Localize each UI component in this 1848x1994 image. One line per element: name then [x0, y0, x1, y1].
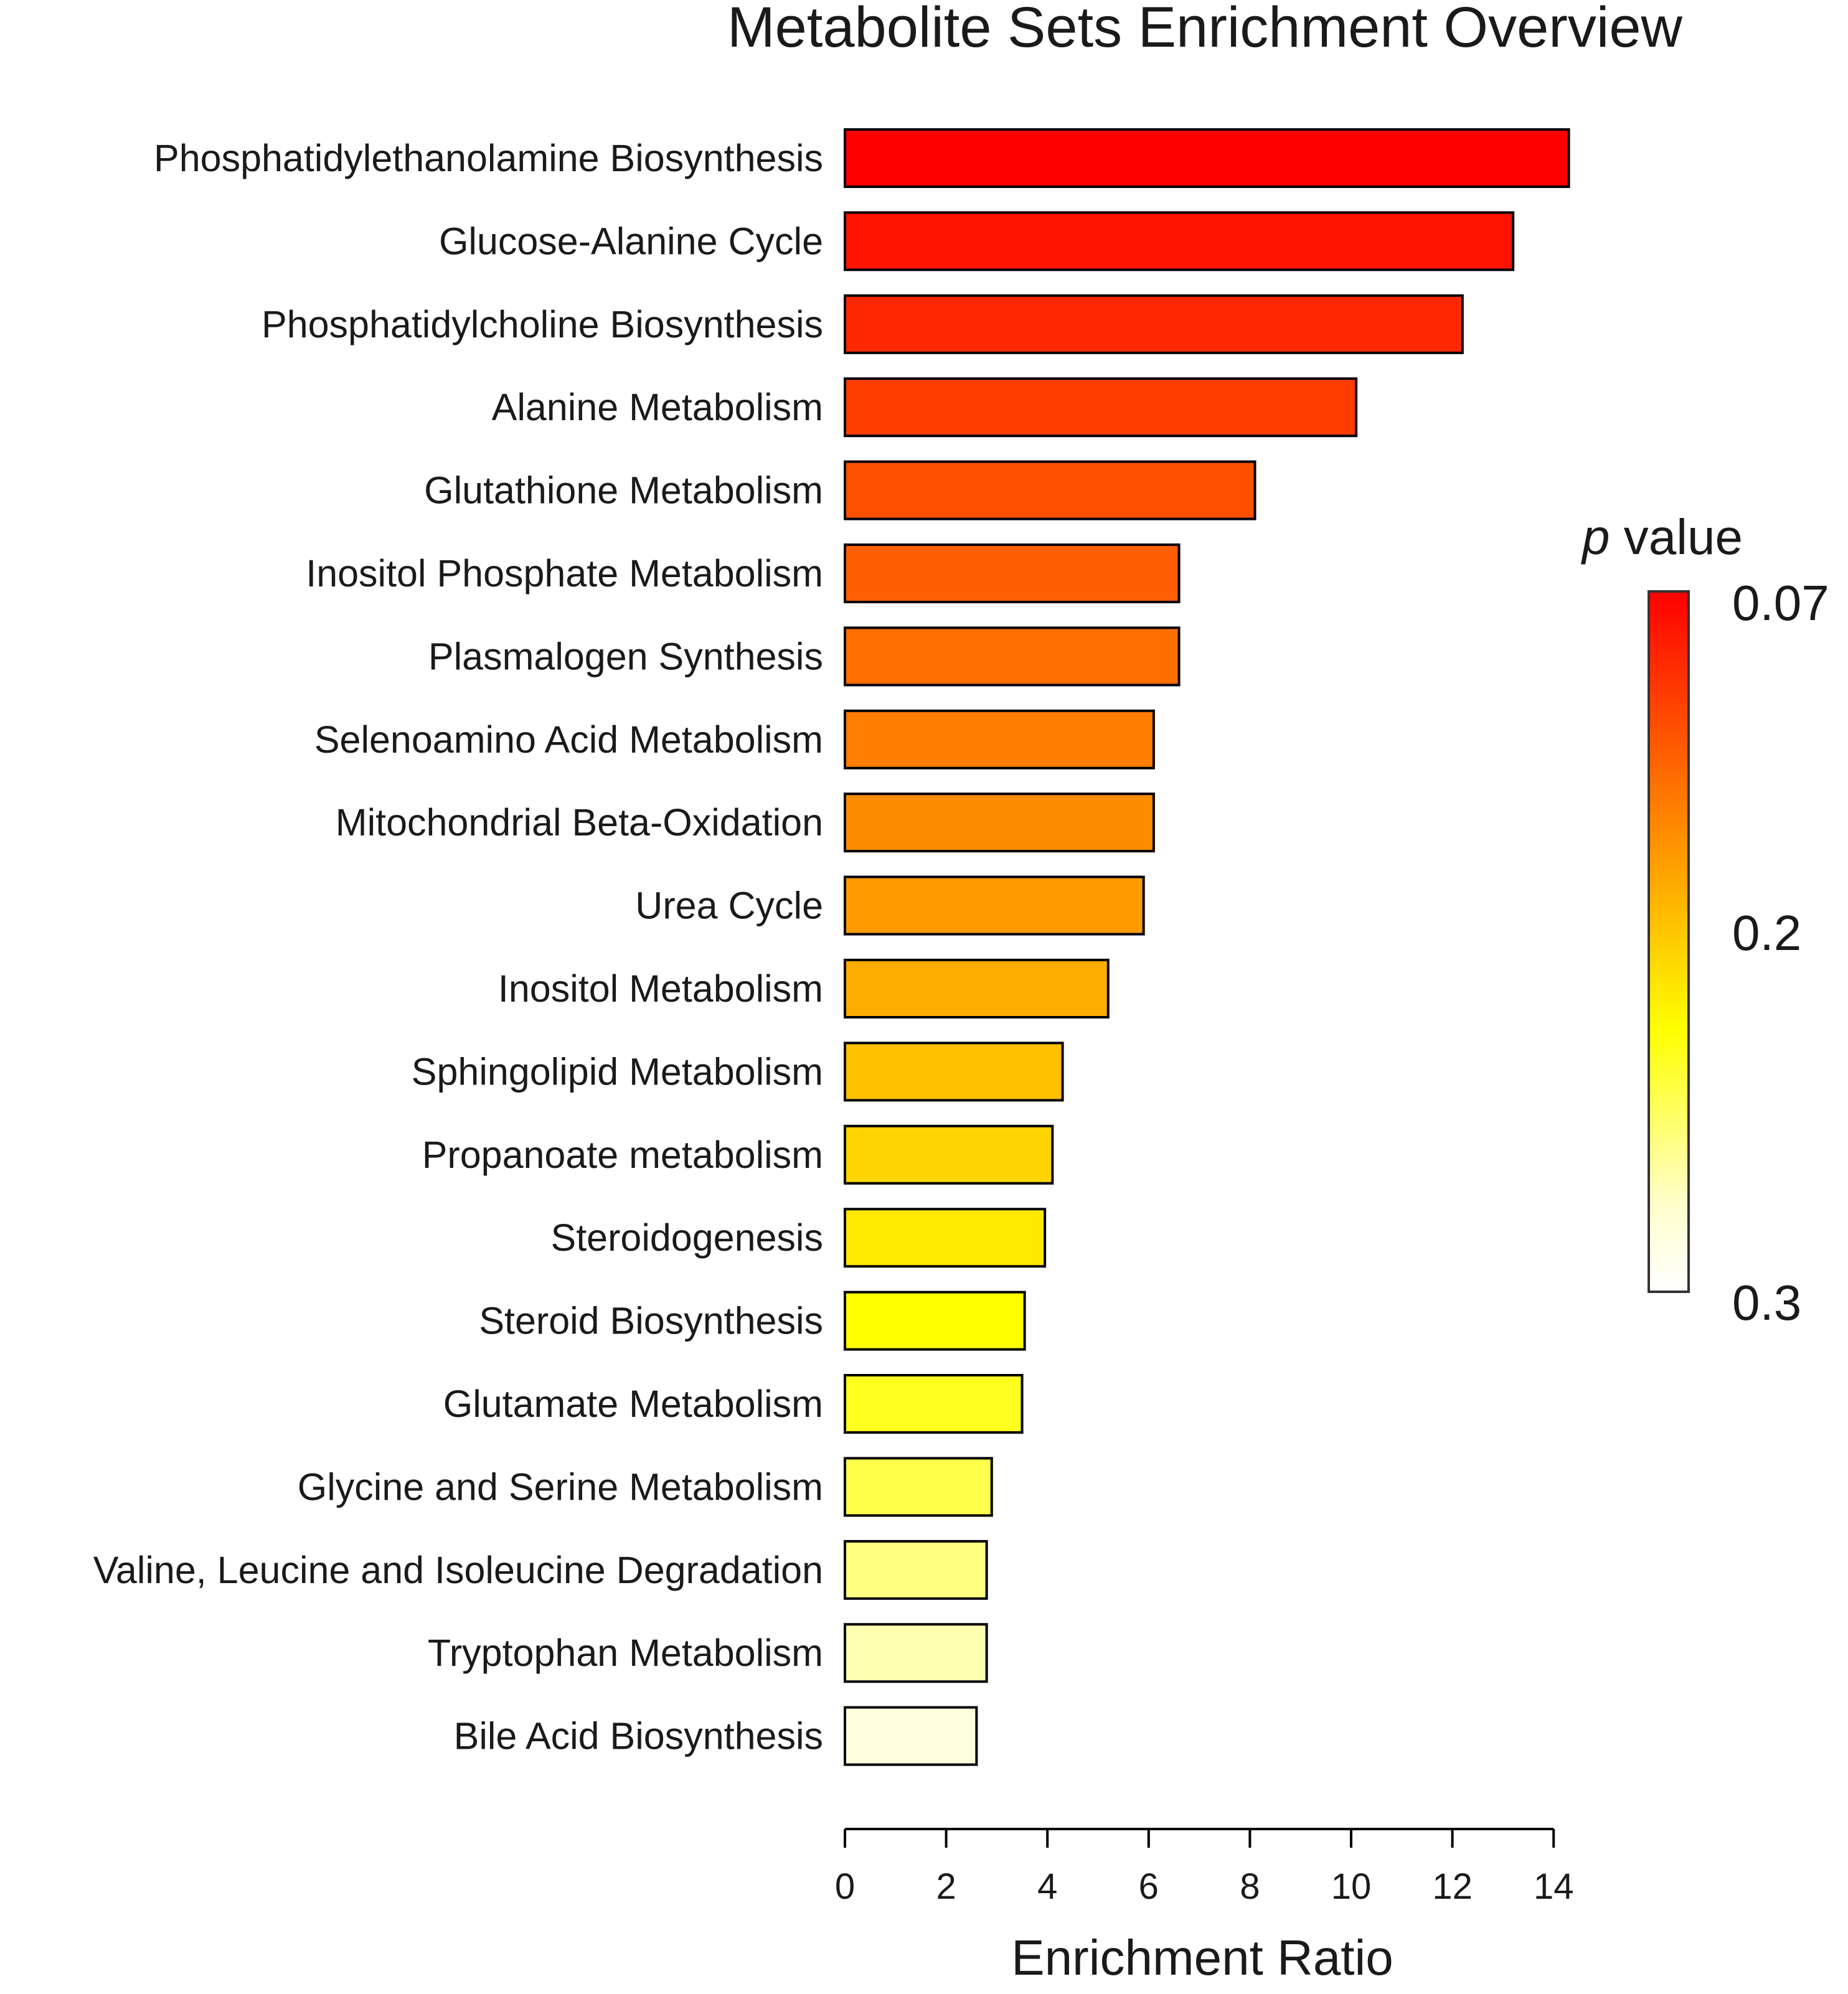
bar-8: [844, 709, 1155, 769]
category-label-2: Glucose-Alanine Cycle: [439, 220, 823, 262]
x-axis: 0 2 4 6 8 10 12 14: [835, 1828, 1574, 1907]
x-tick-label-0: 0: [835, 1866, 855, 1907]
category-label-7: Plasmalogen Synthesis: [428, 635, 823, 677]
category-label-9: Mitochondrial Beta-Oxidation: [336, 801, 823, 844]
category-label-18: Valine, Leucine and Isoleucine Degradati…: [93, 1549, 823, 1591]
bar-3: [844, 294, 1464, 354]
bar-9: [844, 792, 1155, 853]
legend-label-3: 0.3: [1732, 1275, 1801, 1330]
x-tick-label-12: 12: [1432, 1866, 1473, 1907]
category-label-16: Glutamate Metabolism: [443, 1383, 823, 1425]
x-tick-label-4: 4: [1037, 1866, 1057, 1907]
bar-18: [844, 1540, 988, 1600]
category-label-10: Urea Cycle: [635, 885, 823, 927]
legend-color-bar: [1648, 590, 1690, 1293]
category-label-13: Propanoate metabolism: [422, 1134, 823, 1176]
bar-15: [844, 1291, 1026, 1351]
category-label-3: Phosphatidylcholine Biosynthesis: [262, 303, 823, 346]
x-tick-label-2: 2: [936, 1866, 956, 1907]
category-label-17: Glycine and Serine Metabolism: [298, 1465, 823, 1508]
x-axis-title: Enrichment Ratio: [1011, 1930, 1393, 1985]
category-label-8: Selenoamino Acid Metabolism: [314, 718, 823, 761]
legend-title-italic: p: [1581, 509, 1610, 565]
category-labels: Phosphatidylethanolamine Biosynthesis Glu…: [93, 137, 823, 1757]
bar-16: [844, 1374, 1024, 1434]
category-label-6: Inositol Phosphate Metabolism: [306, 552, 823, 595]
legend: p value 0.07 0.2 0.3: [1581, 509, 1829, 1330]
category-label-20: Bile Acid Biosynthesis: [454, 1715, 823, 1757]
bars-layer: [844, 128, 1570, 1766]
category-label-1: Phosphatidylethanolamine Biosynthesis: [154, 137, 823, 179]
category-label-14: Steroidogenesis: [551, 1216, 823, 1259]
category-label-11: Inositol Metabolism: [498, 967, 823, 1010]
bar-10: [844, 875, 1145, 936]
bar-7: [844, 626, 1181, 687]
legend-label-2: 0.2: [1732, 905, 1801, 961]
x-tick-label-8: 8: [1240, 1866, 1260, 1907]
legend-title-rest: value: [1610, 509, 1743, 565]
category-label-15: Steroid Biosynthesis: [479, 1300, 823, 1342]
x-tick-label-10: 10: [1331, 1866, 1372, 1907]
x-tick-label-14: 14: [1534, 1866, 1574, 1907]
bar-11: [844, 959, 1110, 1018]
bar-12: [844, 1042, 1064, 1102]
category-label-5: Glutathione Metabolism: [424, 469, 823, 512]
bar-20: [844, 1706, 978, 1766]
bar-6: [844, 543, 1181, 603]
legend-label-1: 0.07: [1732, 575, 1829, 631]
category-label-19: Tryptophan Metabolism: [428, 1632, 823, 1674]
bar-2: [844, 211, 1515, 271]
category-label-12: Sphingolipid Metabolism: [412, 1050, 823, 1093]
legend-title: p value: [1581, 509, 1743, 565]
chart-title: Metabolite Sets Enrichment Overview: [727, 0, 1683, 59]
bar-19: [844, 1623, 988, 1683]
x-tick-label-6: 6: [1139, 1866, 1159, 1907]
bar-5: [844, 460, 1256, 520]
category-label-4: Alanine Metabolism: [492, 386, 823, 428]
bar-14: [844, 1208, 1047, 1268]
bar-13: [844, 1124, 1054, 1185]
bar-1: [844, 128, 1570, 188]
bar-4: [844, 377, 1358, 438]
bar-17: [844, 1457, 993, 1517]
